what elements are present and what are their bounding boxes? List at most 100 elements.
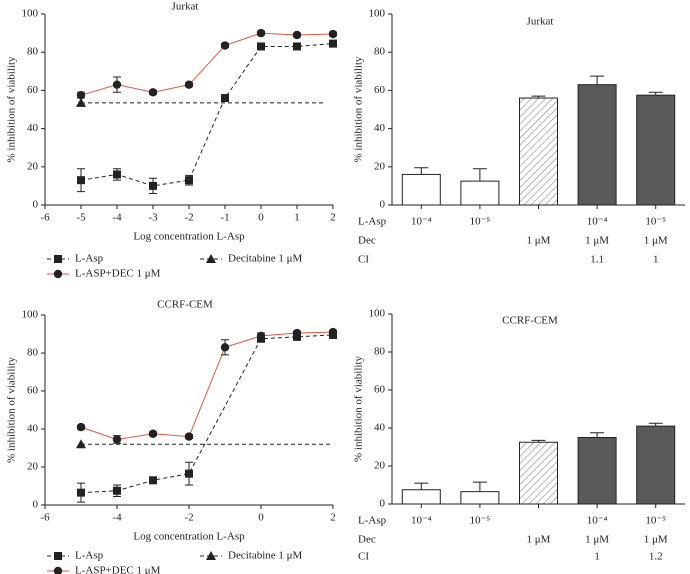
bar	[460, 491, 500, 505]
error-bar	[472, 481, 487, 492]
error-bar	[590, 75, 605, 85]
legend-label: L-ASP+DEC 1 μM	[75, 268, 161, 280]
y-tick-label: 60	[374, 384, 386, 396]
y-tick-label: 80	[374, 346, 386, 358]
y-tick-label: 0	[380, 498, 386, 510]
marker	[76, 97, 86, 107]
x-tick-label: -2	[184, 212, 193, 224]
x-axis-label: Log concentration L-Asp	[133, 531, 245, 543]
x-axis-label: Log concentration L-Asp	[133, 231, 245, 243]
x-tick-label: 0	[258, 212, 264, 224]
marker	[292, 30, 302, 40]
legend-marker	[206, 254, 216, 263]
y-tick-label: 40	[27, 423, 39, 435]
table-cell: 1 μM	[527, 534, 551, 546]
bar	[636, 94, 676, 206]
y-axis-label: % inhibition of viability	[353, 355, 365, 462]
table-cell: 1 μM	[644, 534, 668, 546]
marker	[76, 422, 86, 432]
error-bar	[414, 167, 429, 175]
bar	[577, 84, 617, 206]
legend-marker	[53, 566, 63, 574]
marker	[149, 476, 157, 485]
table-cell: 1 μM	[644, 235, 668, 247]
row-label: L-Asp	[358, 216, 387, 228]
x-tick-label: 2	[330, 212, 336, 224]
marker	[77, 176, 85, 185]
legend-label: L-Asp	[75, 253, 104, 265]
table-cell: 10⁻⁵	[470, 216, 491, 228]
marker	[256, 331, 266, 341]
x-tick-label: 2	[330, 512, 336, 524]
row-label: Dec	[358, 534, 376, 546]
y-tick-label: 40	[374, 422, 386, 434]
error-bar	[472, 168, 487, 182]
series-line	[80, 32, 334, 96]
y-tick-label: 20	[27, 160, 39, 172]
chart-title: Jurkat	[527, 16, 554, 28]
marker	[184, 432, 194, 441]
legend-label: L-ASP+DEC 1 μM	[75, 565, 161, 574]
marker	[112, 435, 122, 444]
y-tick-label: 20	[27, 461, 39, 473]
chart-title: Jurkat	[172, 1, 199, 13]
y-tick-label: 100	[369, 308, 386, 320]
y-tick-label: 0	[380, 199, 386, 211]
x-tick-label: 0	[258, 512, 264, 524]
row-label: CI	[358, 551, 369, 563]
marker	[149, 181, 157, 190]
table-cell: 1.1	[590, 254, 604, 266]
y-tick-label: 60	[374, 84, 386, 96]
marker	[221, 94, 229, 103]
y-tick-label: 0	[33, 199, 39, 211]
marker	[112, 80, 122, 89]
y-tick-label: 40	[374, 122, 386, 134]
marker	[76, 439, 86, 449]
y-tick-label: 100	[22, 309, 39, 321]
y-tick-label: 20	[374, 460, 386, 472]
legend-label: Decitabine 1 μM	[228, 253, 303, 265]
x-tick-label: 1	[294, 212, 300, 224]
chart-title: CCRF-CEM	[157, 299, 213, 311]
legend-marker	[53, 269, 63, 279]
marker	[76, 90, 86, 100]
table-cell: 1.2	[649, 551, 663, 563]
y-tick-label: 0	[33, 499, 39, 511]
marker	[185, 469, 193, 478]
table-cell: 1 μM	[585, 235, 609, 247]
legend-marker	[54, 255, 62, 263]
row-label: Dec	[358, 235, 376, 247]
table-cell: 10⁻⁴	[587, 515, 608, 527]
y-axis-label: % inhibition of viability	[353, 56, 365, 163]
row-label: CI	[358, 254, 369, 266]
x-tick-label: -6	[40, 512, 50, 524]
chart-title: CCRF-CEM	[502, 315, 558, 327]
row-label: L-Asp	[358, 515, 387, 527]
table-cell: 1	[594, 551, 600, 563]
bar	[519, 97, 558, 206]
bar	[636, 425, 676, 505]
series-line	[80, 331, 334, 440]
marker	[328, 29, 338, 39]
table-cell: 10⁻⁵	[645, 216, 666, 228]
error-bar	[590, 432, 605, 438]
marker	[148, 88, 158, 97]
bar	[577, 437, 617, 505]
error-bar	[414, 482, 429, 490]
table-cell: 10⁻⁵	[645, 515, 666, 527]
x-tick-label: -4	[112, 512, 122, 524]
y-axis-label: % inhibition of viability	[6, 356, 18, 463]
marker	[256, 28, 266, 38]
y-tick-label: 40	[27, 122, 39, 134]
legend-marker	[206, 551, 216, 560]
x-tick-label: -5	[76, 212, 86, 224]
y-tick-label: 80	[27, 46, 39, 58]
x-tick-label: -6	[40, 212, 50, 224]
table-cell: 1	[653, 254, 659, 266]
legend-label: L-Asp	[75, 550, 104, 562]
marker	[220, 343, 230, 352]
marker	[113, 486, 121, 495]
marker	[185, 176, 193, 185]
table-cell: 10⁻⁴	[411, 515, 432, 527]
